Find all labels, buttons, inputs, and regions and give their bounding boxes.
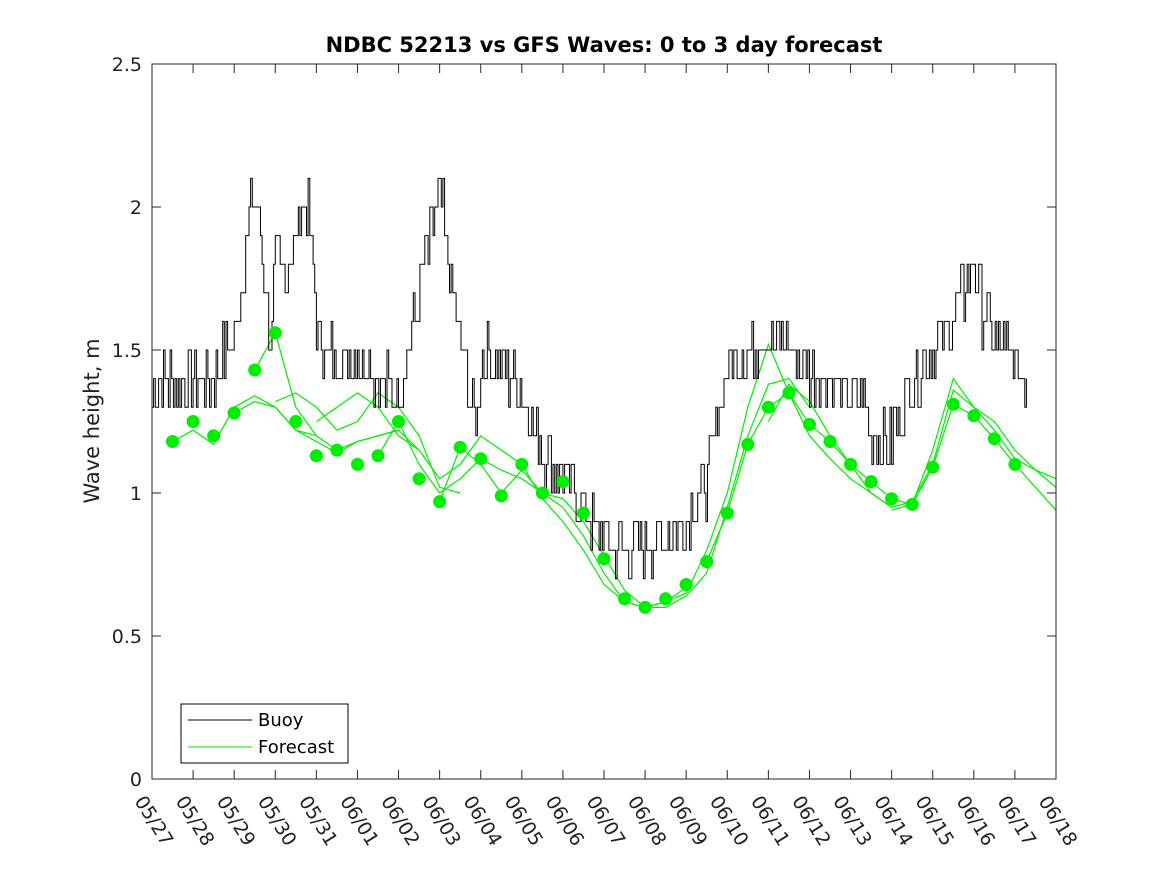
forecast-run-line [891, 377, 1056, 511]
series-group [152, 177, 1056, 614]
forecast-marker [371, 449, 385, 463]
forecast-marker [535, 486, 549, 500]
forecast-marker [679, 578, 693, 591]
forecast-marker [597, 552, 611, 566]
forecast-marker [392, 415, 405, 428]
forecast-marker [412, 472, 426, 486]
legend: Buoy Forecast [180, 703, 349, 764]
forecast-marker [844, 457, 857, 471]
forecast-marker [186, 415, 200, 428]
forecast-marker [720, 506, 734, 520]
forecast-marker [700, 555, 714, 569]
forecast-marker [741, 437, 755, 451]
forecast-run-line [316, 392, 523, 480]
forecast-marker [515, 457, 529, 471]
forecast-marker [885, 492, 899, 506]
forecast-marker [905, 497, 919, 511]
y-axis-label: Wave height, m [80, 338, 104, 503]
forecast-marker [207, 429, 221, 443]
forecast-marker [166, 435, 179, 448]
y-tick-label: 1 [130, 483, 142, 505]
legend-label-buoy: Buoy [258, 710, 304, 731]
y-tick-label: 0 [130, 769, 142, 791]
legend-label-forecast: Forecast [258, 737, 334, 758]
forecast-marker [227, 406, 241, 420]
forecast-marker [248, 363, 262, 377]
forecast-marker [351, 457, 364, 471]
forecast-marker [453, 440, 467, 454]
forecast-marker [803, 417, 816, 431]
forecast-marker [556, 475, 570, 489]
forecast-marker [268, 326, 282, 340]
y-tick-label: 2 [130, 197, 142, 219]
y-tick-label: 2.5 [112, 54, 142, 76]
forecast-marker [864, 475, 878, 489]
chart-title: NDBC 52213 vs GFS Waves: 0 to 3 day fore… [326, 33, 883, 57]
y-tick-label: 0.5 [112, 626, 142, 648]
forecast-marker [987, 432, 1001, 446]
forecast-marker [1008, 457, 1022, 471]
forecast-run-line [521, 342, 892, 609]
forecast-marker [659, 592, 673, 606]
forecast-marker [433, 495, 447, 509]
buoy-line [152, 177, 1027, 580]
forecast-run-line [275, 392, 461, 494]
forecast-marker [618, 592, 631, 606]
forecast-marker [577, 506, 590, 520]
forecast-marker [638, 600, 652, 614]
forecast-marker [309, 449, 323, 463]
forecast-marker [330, 443, 344, 457]
forecast-marker [967, 409, 981, 423]
forecast-marker [761, 400, 775, 414]
forecast-marker [823, 435, 837, 448]
forecast-marker [926, 460, 940, 474]
forecast-marker [289, 415, 303, 428]
legend-box [180, 703, 349, 764]
forecast-marker [474, 452, 488, 466]
y-tick-label: 1.5 [112, 340, 142, 362]
forecast-run-line [377, 420, 687, 609]
forecast-marker [782, 386, 796, 400]
forecast-marker [946, 397, 960, 411]
forecast-marker [494, 489, 508, 503]
